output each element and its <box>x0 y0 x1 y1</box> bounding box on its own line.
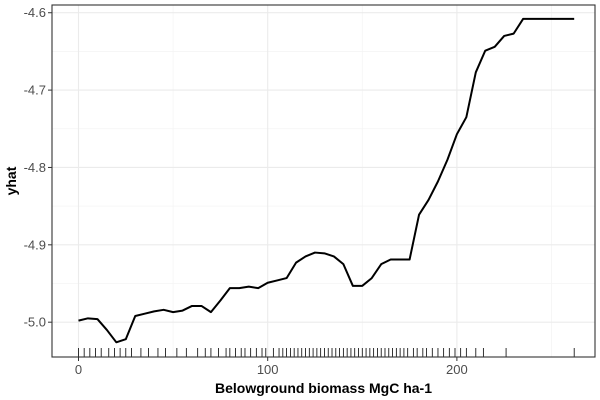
y-tick-label: -4.6 <box>24 5 46 20</box>
yhat-line <box>78 17 575 344</box>
rug-marks <box>78 348 575 357</box>
x-axis-ticks: 0 100 200 <box>75 357 468 377</box>
x-tick-label: 100 <box>257 362 279 377</box>
minor-gridlines <box>52 5 595 357</box>
y-axis-title: yhat <box>3 166 19 195</box>
y-tick-label: -4.9 <box>24 237 46 252</box>
x-tick-label: 0 <box>75 362 82 377</box>
major-gridlines <box>52 5 595 357</box>
y-axis-ticks: -5.0 -4.9 -4.8 -4.7 -4.6 <box>24 5 52 330</box>
y-tick-label: -4.7 <box>24 83 46 98</box>
x-axis-title: Belowground biomass MgC ha-1 <box>215 380 432 396</box>
panel-border <box>51 4 596 358</box>
y-tick-label: -5.0 <box>24 315 46 330</box>
x-tick-label: 200 <box>446 362 468 377</box>
y-tick-label: -4.8 <box>24 160 46 175</box>
